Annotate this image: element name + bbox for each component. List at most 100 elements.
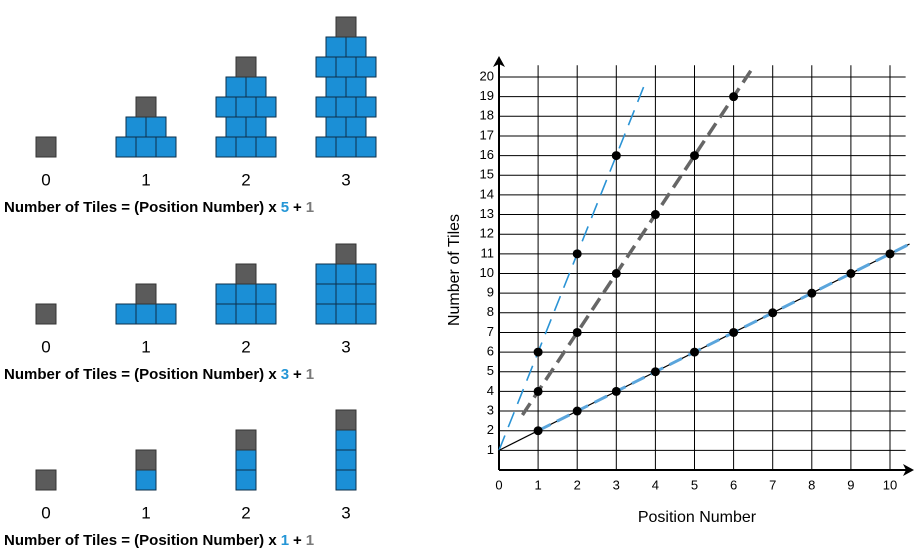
tile xyxy=(256,284,276,304)
tile xyxy=(326,77,346,97)
tile xyxy=(336,97,356,117)
tile xyxy=(356,97,376,117)
tile xyxy=(136,304,156,324)
y-tick-label: 4 xyxy=(487,383,494,398)
tile xyxy=(316,264,336,284)
formula-constant: 1 xyxy=(306,366,314,383)
tile xyxy=(216,137,236,157)
y-tick-label: 12 xyxy=(480,226,494,241)
x-tick-label: 2 xyxy=(574,477,581,492)
tile xyxy=(346,37,366,57)
tile xyxy=(316,137,336,157)
data-point xyxy=(534,348,543,357)
tile xyxy=(236,430,256,450)
tile xyxy=(246,117,266,137)
data-point xyxy=(534,426,543,435)
data-point xyxy=(612,151,621,160)
x-tick-label: 8 xyxy=(808,477,815,492)
x-tick-label: 5 xyxy=(691,477,698,492)
data-point xyxy=(846,269,855,278)
data-point xyxy=(729,92,738,101)
y-tick-label: 13 xyxy=(480,206,494,221)
y-tick-label: 10 xyxy=(480,265,494,280)
tile xyxy=(356,304,376,324)
tile xyxy=(146,117,166,137)
position-label: 1 xyxy=(141,503,150,522)
tile xyxy=(216,304,236,324)
y-tick-label: 6 xyxy=(487,344,494,359)
y-tick-label: 7 xyxy=(487,324,494,339)
tile xyxy=(336,264,356,284)
tile xyxy=(236,304,256,324)
tile xyxy=(336,430,356,450)
data-point xyxy=(729,328,738,337)
x-tick-label: 3 xyxy=(613,477,620,492)
y-tick-label: 18 xyxy=(480,108,494,123)
tile xyxy=(236,137,256,157)
data-point xyxy=(651,367,660,376)
formula-constant: 1 xyxy=(306,199,314,216)
x-axis-label: Position Number xyxy=(638,509,757,526)
y-tick-label: 16 xyxy=(480,147,494,162)
position-label: 2 xyxy=(241,337,250,356)
tile xyxy=(236,470,256,490)
data-point xyxy=(612,269,621,278)
formula-text: Number of Tiles = (Position Number) x xyxy=(4,199,277,216)
formula-plus: + xyxy=(293,532,302,549)
x-tick-label: 1 xyxy=(534,477,541,492)
tile xyxy=(236,97,256,117)
position-label: 0 xyxy=(41,337,50,356)
y-tick-label: 19 xyxy=(480,88,494,103)
tile xyxy=(336,470,356,490)
page: Position Number Number of Tiles 0123Numb… xyxy=(0,0,915,552)
formula-multiplier: 1 xyxy=(281,532,289,549)
tile xyxy=(326,117,346,137)
tile xyxy=(226,117,246,137)
data-point xyxy=(690,151,699,160)
position-label: 3 xyxy=(341,503,350,522)
tile xyxy=(336,244,356,264)
tile xyxy=(216,97,236,117)
tile xyxy=(356,284,376,304)
tile xyxy=(236,450,256,470)
series-line xyxy=(499,87,644,451)
formula-constant: 1 xyxy=(306,532,314,549)
tile xyxy=(336,57,356,77)
tile xyxy=(236,57,256,77)
y-tick-label: 14 xyxy=(480,186,494,201)
formula-plus: + xyxy=(293,366,302,383)
tile xyxy=(356,57,376,77)
x-tick-label: 4 xyxy=(652,477,659,492)
tile xyxy=(316,304,336,324)
tile xyxy=(236,284,256,304)
tile xyxy=(136,470,156,490)
y-tick-label: 1 xyxy=(487,442,494,457)
data-point xyxy=(573,249,582,258)
tile xyxy=(326,37,346,57)
tile xyxy=(346,117,366,137)
y-axis-label: Number of Tiles xyxy=(446,214,463,326)
position-label: 0 xyxy=(41,503,50,522)
x-tick-label: 9 xyxy=(847,477,854,492)
tile xyxy=(336,17,356,37)
position-label: 1 xyxy=(141,337,150,356)
data-point xyxy=(807,289,816,298)
tile xyxy=(356,137,376,157)
y-tick-label: 15 xyxy=(480,167,494,182)
data-point xyxy=(886,249,895,258)
tile xyxy=(136,284,156,304)
tile xyxy=(136,137,156,157)
tile xyxy=(256,137,276,157)
tile xyxy=(156,137,176,157)
formula-plus: + xyxy=(293,199,302,216)
tile xyxy=(36,137,56,157)
data-point xyxy=(573,328,582,337)
y-tick-label: 5 xyxy=(487,363,494,378)
data-point xyxy=(612,387,621,396)
tile xyxy=(136,450,156,470)
y-tick-label: 9 xyxy=(487,285,494,300)
tile xyxy=(256,304,276,324)
tile xyxy=(116,304,136,324)
